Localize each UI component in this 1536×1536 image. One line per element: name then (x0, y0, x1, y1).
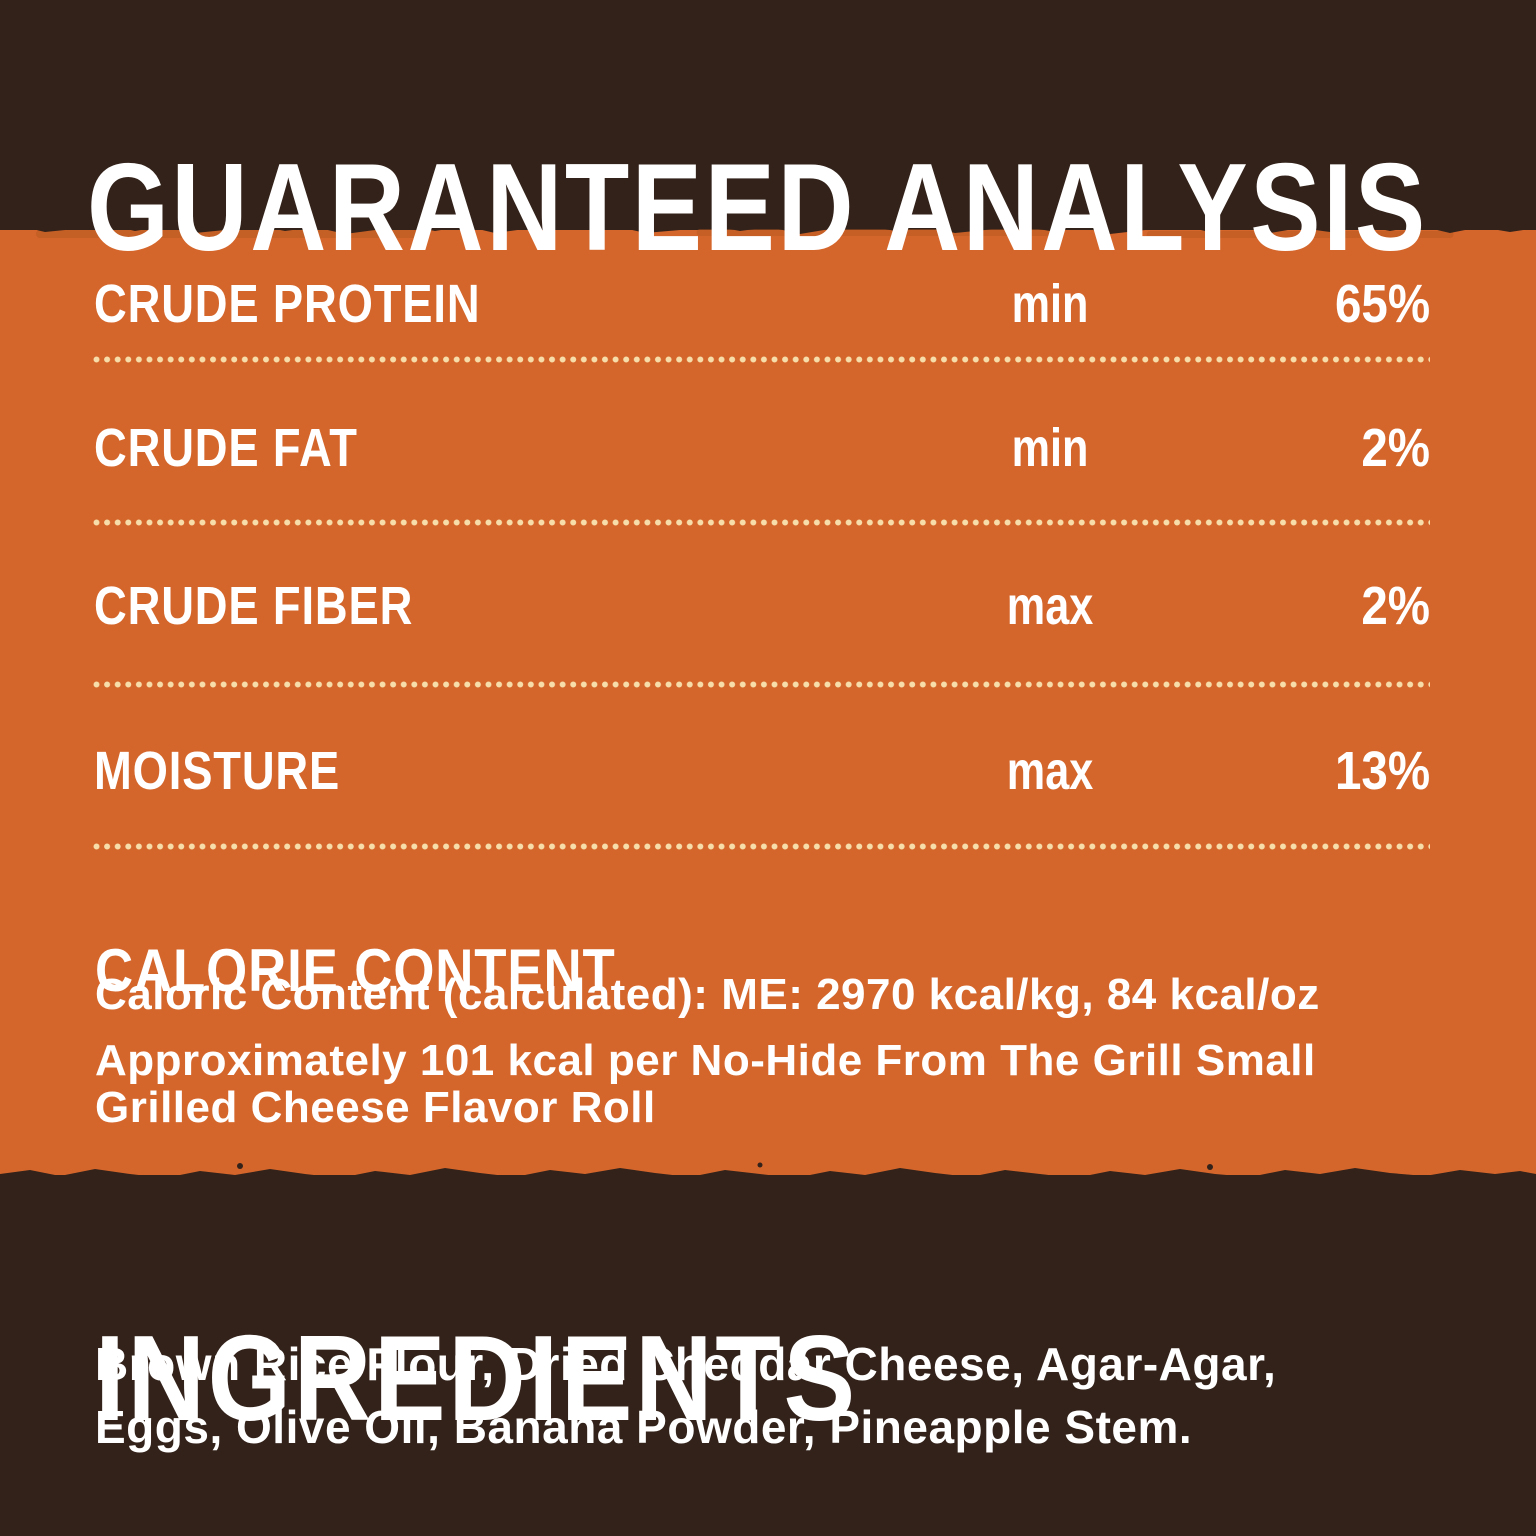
row-value: 2% (1361, 576, 1430, 636)
ingredients-heading: INGREDIENTS (95, 1310, 858, 1447)
ingredients-line: Brown Rice Flour, Dried Cheddar Cheese, … (95, 1338, 1277, 1390)
caloric-content-line: Caloric Content (calculated): ME: 2970 k… (95, 970, 1320, 1019)
page-title: GUARANTEED ANALYSIS (87, 146, 1536, 270)
dotted-divider (93, 356, 1430, 363)
row-label: CRUDE FAT (94, 418, 358, 478)
table-row-crude-fat: CRUDE FAT min 2% (0, 421, 1536, 481)
analysis-panel-background (0, 230, 1536, 1175)
row-label: CRUDE PROTEIN (94, 274, 481, 334)
row-qualifier: max (1006, 741, 1094, 801)
row-label: CRUDE FIBER (94, 576, 414, 636)
dotted-divider (93, 843, 1430, 850)
ingredients-line: Eggs, Olive Oil, Banana Powder, Pineappl… (95, 1401, 1193, 1453)
dotted-divider (93, 681, 1430, 688)
row-value: 13% (1334, 741, 1430, 801)
row-qualifier: max (1006, 576, 1094, 636)
page-title-text: GUARANTEED ANALYSIS (87, 139, 1428, 278)
calorie-detail-line: Grilled Cheese Flavor Roll (95, 1083, 656, 1132)
calorie-content-heading: CALORIE CONTENT (95, 936, 616, 1004)
row-label: MOISTURE (94, 741, 341, 801)
calorie-detail-paragraph: Approximately 101 kcal per No-Hide From … (95, 1037, 1316, 1131)
table-row-moisture: MOISTURE max 13% (0, 744, 1536, 804)
ingredients-list: Brown Rice Flour, Dried Cheddar Cheese, … (95, 1333, 1276, 1459)
table-row-crude-protein: CRUDE PROTEIN min 65% (0, 277, 1536, 337)
row-qualifier: min (1011, 418, 1089, 478)
row-qualifier: min (1011, 274, 1089, 334)
torn-edge-top (0, 212, 1536, 238)
row-value: 2% (1361, 418, 1430, 478)
torn-edge-bottom (0, 1162, 1536, 1196)
dotted-divider (93, 519, 1430, 526)
table-row-crude-fiber: CRUDE FIBER max 2% (0, 579, 1536, 639)
row-value: 65% (1334, 274, 1430, 334)
calorie-detail-line: Approximately 101 kcal per No-Hide From … (95, 1036, 1316, 1085)
